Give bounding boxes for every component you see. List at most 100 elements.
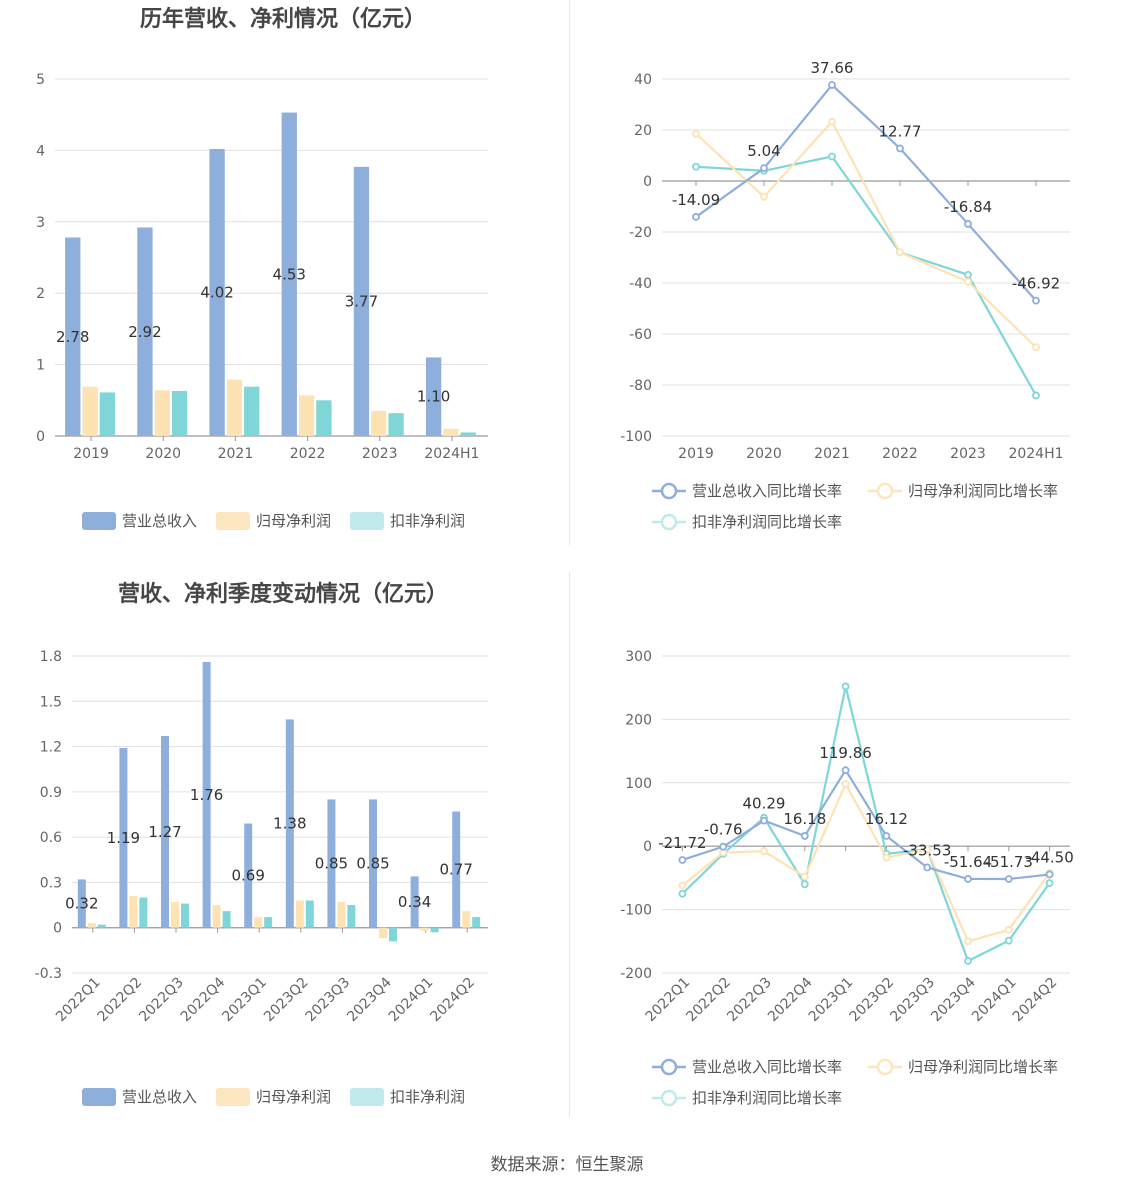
bar-0 xyxy=(410,876,419,928)
legend-label: 归母净利润 xyxy=(256,512,331,530)
data-point-0 xyxy=(828,81,836,89)
bar-0 xyxy=(369,799,378,928)
bar-1 xyxy=(337,902,346,928)
bar-2 xyxy=(171,391,188,436)
x-tick-label: 2024Q2 xyxy=(427,975,478,1026)
x-tick-label: 2022Q4 xyxy=(178,974,229,1025)
data-point-0 xyxy=(841,766,850,775)
legend-marker xyxy=(876,1058,894,1076)
data-label: 4.53 xyxy=(273,265,306,283)
data-point-0 xyxy=(964,875,972,883)
data-label: 5.04 xyxy=(747,142,780,160)
y-tick-label: 40 xyxy=(634,72,652,88)
x-tick-label: 2019 xyxy=(73,446,109,462)
data-point-1 xyxy=(964,277,972,286)
data-point-0 xyxy=(896,144,904,153)
quarterly-growth-panel: 营收、净利同比增长率季度变动情况（%）-200-1000100200300202… xyxy=(567,565,1134,1135)
legend-marker xyxy=(660,1089,678,1107)
y-tick-label: 0 xyxy=(53,921,62,937)
data-label: 0.34 xyxy=(398,893,431,911)
annual-bar-panel: 历年营收、净利情况（亿元） 0 1 2 3 4 5 2019 2020 2021 2022 2023 2… xyxy=(0,0,567,560)
y-tick-label: 0.6 xyxy=(40,830,62,846)
legend-label: 营业总收入同比增长率 xyxy=(692,1058,842,1076)
legend-swatch xyxy=(350,1088,384,1106)
y-tick-label: 3 xyxy=(36,215,45,231)
x-tick-label: 2019 xyxy=(678,446,714,462)
bar-2 xyxy=(97,924,106,928)
data-point-2 xyxy=(1045,879,1054,887)
data-point-1 xyxy=(678,881,687,890)
x-tick-label: 2023 xyxy=(950,446,986,462)
data-label: 40.29 xyxy=(743,795,786,813)
y-tick-label: -40 xyxy=(629,276,652,292)
data-point-2 xyxy=(692,162,700,171)
data-point-1 xyxy=(692,129,700,138)
bar-1 xyxy=(154,390,170,436)
data-point-0 xyxy=(1045,870,1054,879)
data-point-2 xyxy=(678,889,687,898)
data-label: 0.69 xyxy=(232,867,265,885)
chart-title: 营收、净利季度变动情况（亿元） xyxy=(118,581,448,607)
data-label: -21.72 xyxy=(658,834,706,852)
x-tick-label: 2020 xyxy=(145,446,181,462)
data-point-0 xyxy=(1004,875,1013,883)
x-tick-label: 2021 xyxy=(814,446,850,462)
data-point-2 xyxy=(800,880,809,889)
legend-marker xyxy=(660,1058,678,1076)
bar-0 xyxy=(353,166,370,436)
data-label: -0.76 xyxy=(704,821,743,839)
legend-label: 扣非净利润 xyxy=(390,1088,465,1106)
data-label: 37.66 xyxy=(811,59,854,77)
legend-label: 扣非净利润同比增长率 xyxy=(692,513,842,531)
legend-label: 归母净利润 xyxy=(256,1088,331,1106)
y-tick-label: 0 xyxy=(36,429,45,445)
data-label: 1.10 xyxy=(417,388,450,406)
bar-0 xyxy=(137,227,153,436)
y-tick-label: 100 xyxy=(625,776,652,792)
data-label: 16.12 xyxy=(865,810,908,828)
series-line-2 xyxy=(695,155,1037,396)
vertical-divider-top xyxy=(569,0,570,545)
bar-2 xyxy=(316,400,332,436)
x-tick-label: 2023 xyxy=(362,446,398,462)
data-label: -51.64 xyxy=(944,853,992,871)
legend-label: 营业总收入 xyxy=(122,1088,197,1106)
legend-swatch xyxy=(82,512,116,530)
data-label: -46.92 xyxy=(1012,275,1060,293)
data-point-0 xyxy=(760,816,768,825)
bar-0 xyxy=(285,719,294,928)
data-label: 2.78 xyxy=(56,328,89,346)
annual-revenue-profit-chart: 历年营收、净利情况（亿元） 0 1 2 3 4 5 2019 2020 2021 2022 2023 2… xyxy=(36,6,488,530)
x-tick-label: 2022Q1 xyxy=(53,975,104,1026)
data-label: 0.77 xyxy=(440,861,473,879)
series-line-1 xyxy=(681,781,1051,943)
bar-0 xyxy=(244,823,253,928)
bar-1 xyxy=(212,905,221,928)
data-label: -14.09 xyxy=(672,191,720,209)
y-tick-label: -60 xyxy=(629,327,652,343)
x-tick-label: 2023Q3 xyxy=(887,975,938,1026)
bar-0 xyxy=(281,112,297,437)
series-line-0 xyxy=(682,768,1050,881)
data-point-0 xyxy=(923,863,932,872)
y-tick-label: 1 xyxy=(36,358,45,374)
y-tick-label: 0 xyxy=(643,174,652,190)
x-tick-label: 2023Q2 xyxy=(261,975,312,1026)
bar-1 xyxy=(420,927,429,931)
y-tick-label: 5 xyxy=(36,72,45,88)
x-tick-label: 2021 xyxy=(218,446,254,462)
data-point-1 xyxy=(882,853,891,862)
bar-2 xyxy=(222,911,231,928)
data-point-0 xyxy=(678,856,687,864)
data-point-0 xyxy=(882,832,891,840)
data-label: 0.85 xyxy=(315,855,348,873)
legend-label: 扣非净利润同比增长率 xyxy=(692,1089,842,1107)
x-tick-label: 2023Q4 xyxy=(928,974,979,1025)
x-tick-label: 2022 xyxy=(290,446,326,462)
annual-growth-panel: 历年营收、净利同比增长率情况（%）-100-80-60-40-200204020… xyxy=(567,0,1134,560)
x-tick-label: 2022Q2 xyxy=(95,975,146,1026)
x-tick-label: 2022Q3 xyxy=(724,975,775,1026)
y-tick-label: 2 xyxy=(36,286,45,302)
bar-1 xyxy=(171,902,179,928)
legend-label: 营业总收入同比增长率 xyxy=(692,482,842,500)
